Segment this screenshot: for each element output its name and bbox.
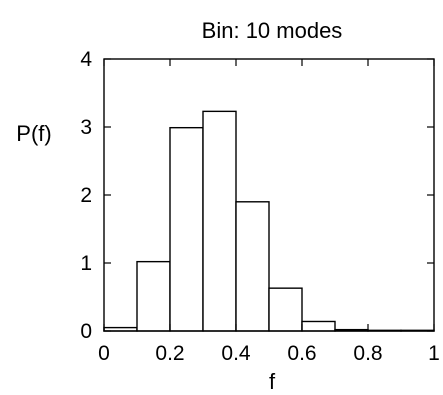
y-axis-label: P(f) bbox=[16, 121, 51, 146]
histogram-bar bbox=[169, 126, 204, 332]
histogram-bar bbox=[202, 110, 237, 332]
y-tick-label: 0 bbox=[80, 320, 92, 343]
y-tick-label: 1 bbox=[80, 252, 92, 275]
x-tick-label: 0.4 bbox=[221, 342, 251, 365]
chart-title: Bin: 10 modes bbox=[202, 18, 343, 43]
histogram-bar bbox=[301, 320, 336, 332]
x-axis-label: f bbox=[269, 369, 276, 394]
y-tick-label: 2 bbox=[80, 184, 92, 207]
histogram-bar bbox=[268, 287, 303, 332]
histogram-bar bbox=[235, 201, 270, 332]
histogram-bar bbox=[136, 260, 171, 332]
x-tick-label: 0 bbox=[98, 342, 110, 365]
bars-group bbox=[103, 110, 435, 332]
x-tick-label: 1 bbox=[428, 342, 440, 365]
x-tick-label: 0.6 bbox=[287, 342, 316, 365]
y-tick-label: 4 bbox=[80, 48, 92, 71]
y-tick-label: 3 bbox=[80, 116, 92, 139]
x-tick-label: 0.8 bbox=[353, 342, 382, 365]
x-tick-label: 0.2 bbox=[155, 342, 184, 365]
plot-frame bbox=[103, 58, 435, 332]
